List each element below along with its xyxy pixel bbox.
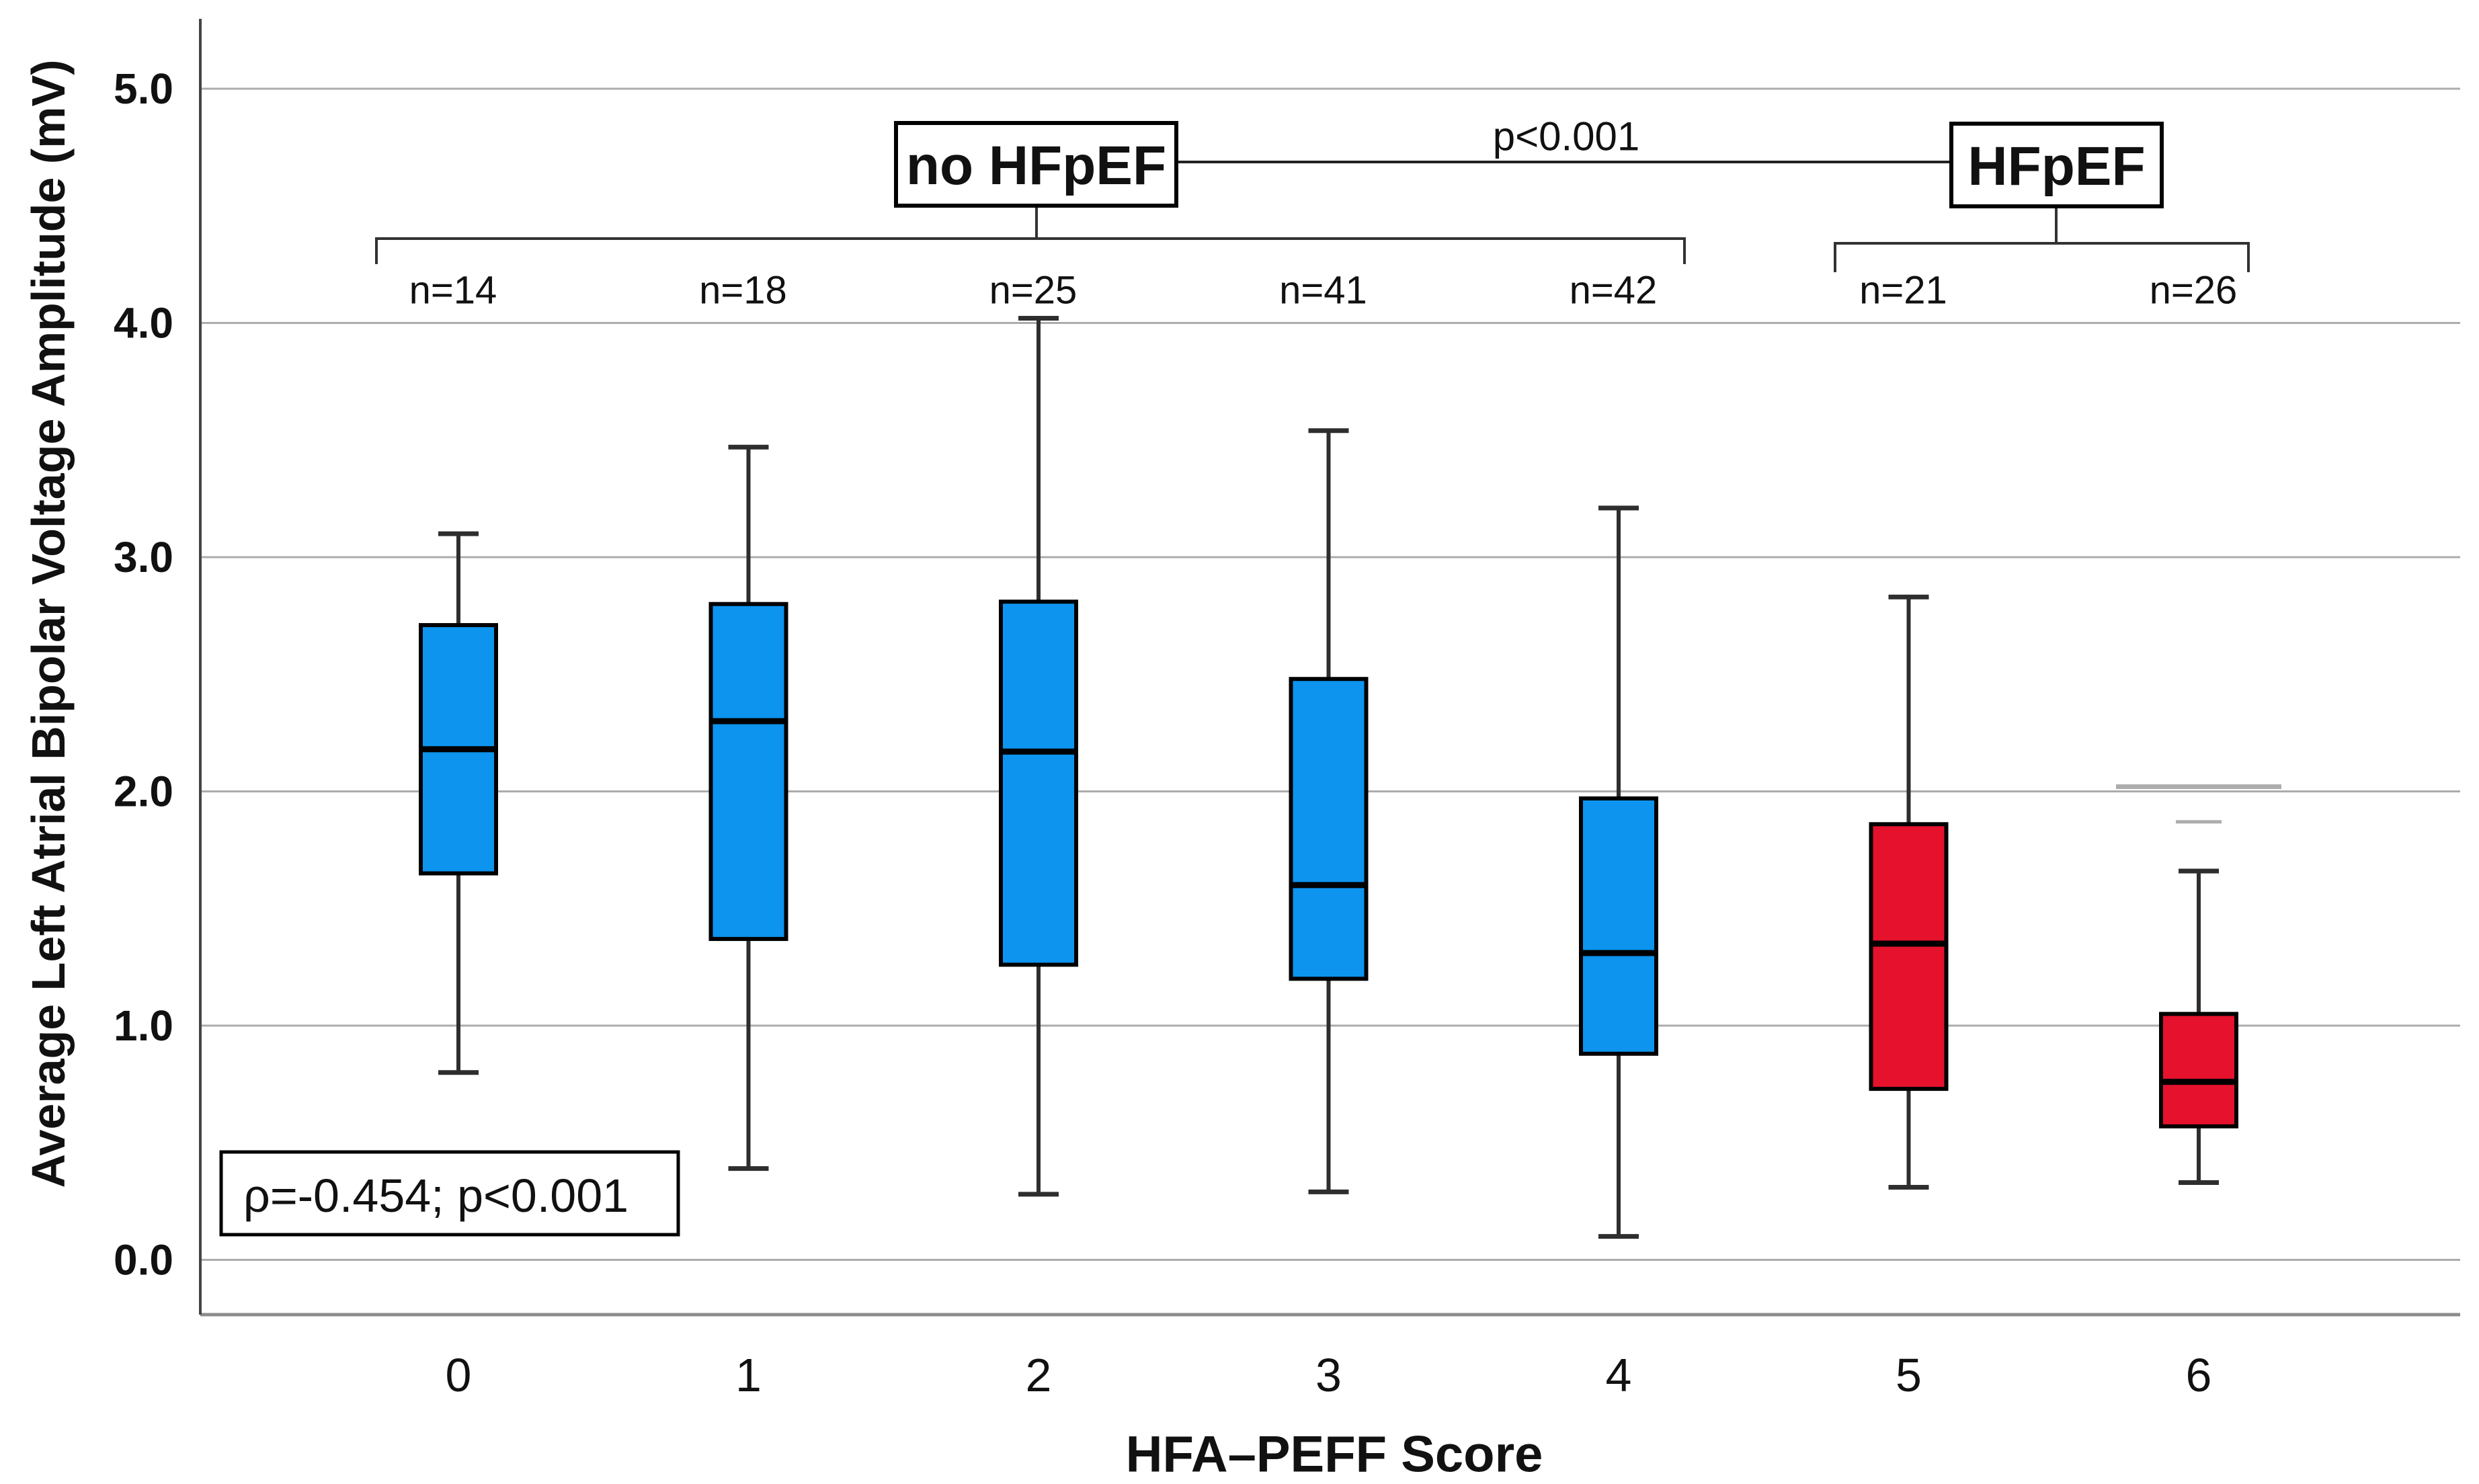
boxplot-score-5 [1869,594,1949,1190]
y-tick-label: 0.0 [114,1236,173,1284]
no-hfpef-bracket [375,237,1686,264]
iqr-box [708,602,788,942]
p-value-label: p<0.001 [1493,114,1640,159]
x-axis-title: HFA–PEFF Score [1126,1426,1543,1483]
correlation-label: ρ=-0.454; p<0.001 [243,1169,628,1222]
iqr-box [2159,1012,2238,1128]
boxplot-score-2 [999,316,1078,1197]
y-tick-label: 4.0 [114,299,173,347]
n-count-label: n=21 [1859,269,1947,313]
n-count-label: n=14 [409,269,497,313]
n-count-label: n=41 [1279,269,1367,313]
iqr-box [1869,822,1949,1091]
boxplot-score-0 [419,531,498,1075]
boxplot-score-1 [708,444,788,1171]
boxplot-score-3 [1289,428,1369,1194]
y-tick-label: 5.0 [114,65,173,113]
y-tick-label: 1.0 [114,1001,173,1050]
n-count-label: n=25 [989,269,1078,313]
no-hfpef-label-box [894,121,1178,208]
hfpef-label-box [1949,122,2164,208]
n-count-label: n=42 [1570,269,1658,313]
x-tick-label: 5 [1896,1349,1922,1401]
y-tick-label: 3.0 [114,533,173,581]
y-axis-title: Average Left Atrial Bipolar Voltage Ampl… [22,60,75,1188]
x-tick-label: 3 [1315,1349,1342,1401]
x-tick-label: 6 [2186,1349,2212,1401]
x-tick-label: 4 [1606,1349,1632,1401]
x-tick-label: 0 [446,1349,472,1401]
hfpef-bracket [1834,242,2250,272]
iqr-box [1289,677,1369,981]
no-hfpef-label: no HFpEF [906,135,1166,196]
hfpef-label: HFpEF [1967,136,2145,197]
x-tick-label: 1 [735,1349,762,1401]
boxplot-score-4 [1579,505,1658,1239]
y-tick-label: 2.0 [114,768,173,816]
iqr-box [999,600,1078,967]
n-count-label: n=18 [699,269,787,313]
boxplot-score-6 [2159,868,2238,1185]
iqr-box [1579,796,1658,1056]
x-tick-label: 2 [1026,1349,1052,1401]
n-count-label: n=26 [2150,269,2238,313]
correlation-box [219,1150,680,1237]
